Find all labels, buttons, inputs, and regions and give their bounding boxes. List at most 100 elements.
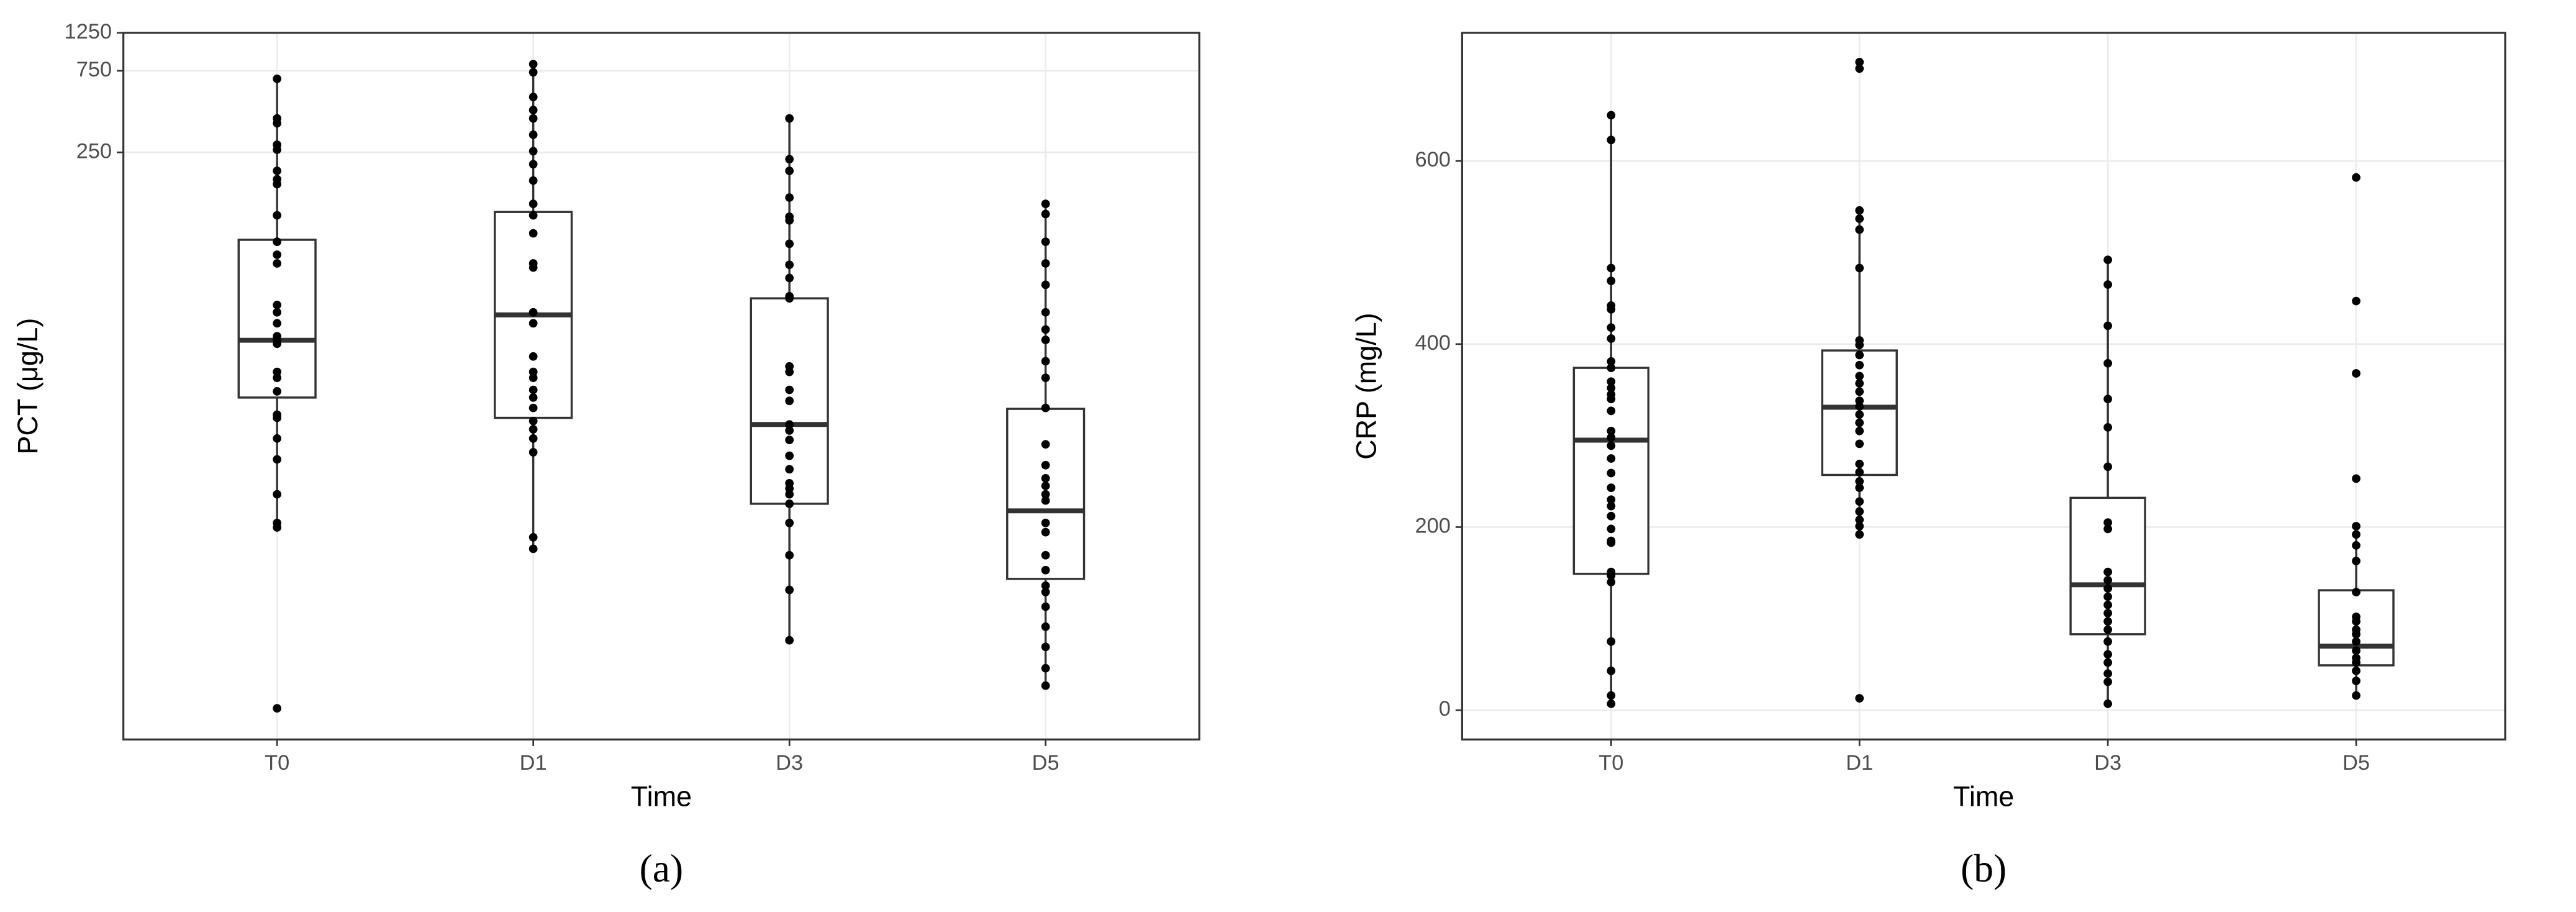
data-point xyxy=(528,448,538,457)
data-point xyxy=(2103,609,2113,618)
y-tick-label: 600 xyxy=(1415,148,1451,171)
data-point xyxy=(2103,699,2113,708)
x-tick-label: D5 xyxy=(2342,751,2370,775)
data-point xyxy=(528,416,538,426)
data-point xyxy=(273,490,282,499)
panel: 250 750 1250 T0 D1 D3 D5 Time PCT (μg/L) (a) xyxy=(12,20,1200,890)
data-point xyxy=(785,550,794,560)
data-point xyxy=(1041,335,1050,344)
y-axis-title: PCT (μg/L) xyxy=(12,318,43,455)
data-point xyxy=(785,385,794,394)
data-point xyxy=(1041,518,1050,527)
data-point xyxy=(528,308,538,317)
data-point xyxy=(528,114,538,123)
data-point xyxy=(1607,406,1616,416)
data-point xyxy=(1607,699,1616,708)
data-point xyxy=(528,403,538,413)
data-point xyxy=(785,260,794,270)
data-point xyxy=(2352,557,2361,565)
data-point xyxy=(528,68,538,77)
data-point xyxy=(528,425,538,434)
data-point xyxy=(528,211,538,220)
data-point xyxy=(1041,622,1050,631)
data-point xyxy=(2103,677,2113,686)
data-point xyxy=(1855,497,1864,506)
data-point xyxy=(273,237,282,247)
data-point xyxy=(2352,617,2361,626)
data-point xyxy=(1607,468,1616,478)
data-point xyxy=(2352,369,2361,378)
data-point xyxy=(528,434,538,443)
data-point xyxy=(1855,410,1864,419)
data-point xyxy=(528,93,538,101)
data-point xyxy=(1855,477,1864,486)
data-point xyxy=(1041,460,1050,470)
data-point xyxy=(528,533,538,542)
data-point xyxy=(785,499,794,508)
data-point xyxy=(2352,658,2361,667)
data-point xyxy=(1607,383,1616,393)
data-point xyxy=(2352,296,2361,306)
data-point xyxy=(273,367,282,376)
data-point xyxy=(528,106,538,115)
data-point xyxy=(1607,394,1616,404)
data-point xyxy=(1855,530,1864,539)
data-point xyxy=(1041,527,1050,537)
data-point xyxy=(785,585,794,595)
data-point xyxy=(273,704,282,713)
data-point xyxy=(2352,474,2361,483)
data-point xyxy=(1041,602,1050,611)
data-point xyxy=(1041,403,1050,413)
data-point xyxy=(528,385,538,394)
data-point xyxy=(1855,214,1864,223)
data-point xyxy=(1607,483,1616,492)
data-point xyxy=(1041,496,1050,505)
x-tick-label: T0 xyxy=(1599,751,1623,775)
data-point xyxy=(2103,669,2113,678)
data-point xyxy=(785,636,794,645)
data-point xyxy=(1855,64,1864,73)
data-point xyxy=(2352,541,2361,550)
data-point xyxy=(1041,474,1050,483)
data-point xyxy=(1855,515,1864,524)
data-point xyxy=(1607,334,1616,343)
y-axis-title: CRP (mg/L) xyxy=(1350,312,1382,459)
data-point xyxy=(1041,237,1050,247)
y-tick-label: 400 xyxy=(1415,331,1451,355)
data-point xyxy=(2103,462,2113,472)
data-point xyxy=(528,544,538,554)
data-point xyxy=(1607,637,1616,646)
data-point xyxy=(2352,629,2361,639)
data-point xyxy=(273,301,282,309)
data-point xyxy=(1607,135,1616,145)
data-point xyxy=(1855,426,1864,435)
x-tick-label: D5 xyxy=(1032,751,1059,775)
data-point xyxy=(2103,358,2113,368)
y-tick-label: 200 xyxy=(1415,514,1451,538)
data-point xyxy=(528,367,538,376)
data-point xyxy=(785,193,794,202)
data-point xyxy=(785,294,794,303)
data-point xyxy=(528,130,538,139)
data-point xyxy=(273,373,282,383)
data-point xyxy=(785,518,794,527)
data-point xyxy=(528,393,538,402)
data-point xyxy=(785,166,794,175)
data-point xyxy=(785,155,794,164)
data-point xyxy=(273,319,282,328)
data-point xyxy=(528,60,538,69)
x-axis-title: Time xyxy=(1953,780,2014,812)
data-point xyxy=(1855,372,1864,381)
data-point xyxy=(2103,592,2113,601)
data-point xyxy=(1607,691,1616,700)
data-point xyxy=(2103,584,2113,593)
panel: 0 200 400 600 T0 D1 D3 D5 Time CRP (mg/L) (b) xyxy=(1350,32,2506,890)
data-point xyxy=(785,451,794,460)
data-point xyxy=(528,352,538,361)
data-point xyxy=(2352,173,2361,182)
data-point xyxy=(1855,694,1864,703)
data-point xyxy=(1041,588,1050,596)
data-point xyxy=(2103,658,2113,667)
